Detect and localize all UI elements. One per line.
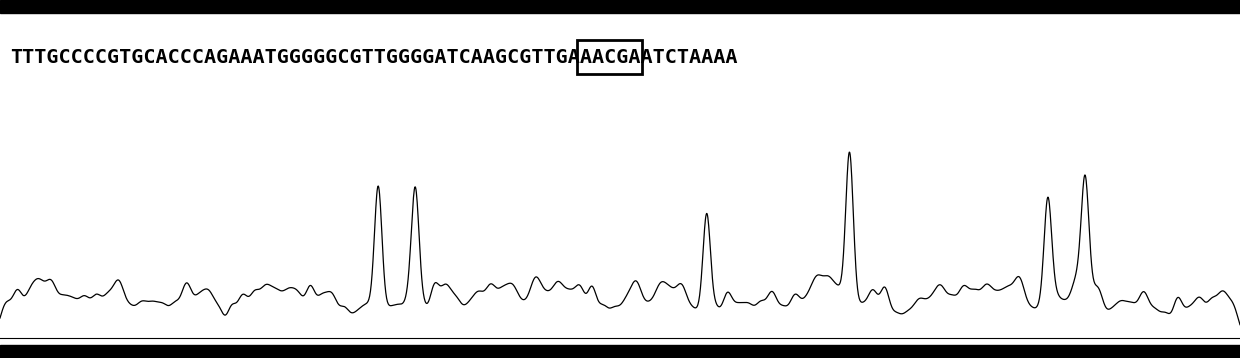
Bar [0, 345, 1240, 358]
Bar [0, 0, 1240, 13]
Text: TTTGCCCCGTGCACCCAGAAATGGGGGCGTTGGGGATCAAGCGTTGAAACGAATCTAAAA: TTTGCCCCGTGCACCCAGAAATGGGGGCGTTGGGGATCAA… [10, 48, 738, 67]
Bar [578, 40, 642, 74]
